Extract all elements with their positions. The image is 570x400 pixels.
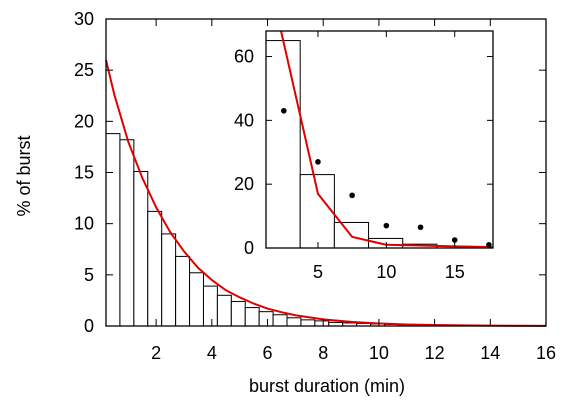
inset-ticks: 5 10 15 0 20 40 60 [234, 31, 493, 282]
main-y-tick-label: 20 [74, 111, 94, 131]
main-plot: 2 4 6 8 10 12 14 16 0 5 10 15 20 25 30 burst duration … [14, 9, 556, 396]
main-bar [175, 255, 191, 327]
inset-data-point [280, 107, 287, 114]
inset-data-point [349, 192, 355, 199]
main-bar [161, 233, 177, 327]
main-bar [189, 272, 204, 327]
main-x-tick-label: 12 [425, 343, 445, 363]
main-y-tick-label: 30 [74, 9, 94, 29]
main-bar [230, 300, 246, 327]
main-x-tick-label: 2 [151, 343, 161, 363]
main-bar [272, 314, 288, 327]
main-bars [105, 133, 455, 327]
inset-bar [299, 174, 335, 249]
inset-x-tick-label: 10 [376, 262, 396, 282]
inset-data-point [417, 224, 424, 231]
main-bar [147, 210, 163, 327]
y-axis-label: % of burst [14, 135, 34, 216]
x-axis-label: burst duration (min) [249, 376, 405, 396]
main-bar [105, 133, 121, 327]
main-bar [133, 170, 149, 327]
main-bar [244, 307, 260, 327]
main-bar [300, 319, 316, 327]
main-y-tick-label: 25 [74, 60, 94, 80]
inset-plot-frame [265, 30, 494, 249]
main-y-tick-label: 15 [74, 163, 94, 183]
inset-data-point [383, 222, 390, 229]
inset-plot: 5 10 15 0 20 40 60 [234, 30, 494, 282]
main-bar [119, 139, 135, 327]
main-x-tick-label: 4 [207, 343, 217, 363]
main-fit-curve [105, 59, 547, 327]
inset-y-tick-label: 20 [234, 174, 254, 194]
main-bar [286, 317, 302, 327]
inset-points [280, 107, 492, 248]
main-x-tick-label: 6 [263, 343, 273, 363]
main-y-tick-label: 5 [84, 265, 94, 285]
inset-y-tick-label: 0 [244, 238, 254, 258]
main-x-tick-label: 8 [318, 343, 328, 363]
main-x-tick-label: 14 [480, 343, 500, 363]
inset-bar [265, 40, 301, 249]
main-bar [314, 320, 330, 327]
inset-data-point [486, 242, 492, 248]
inset-bar [368, 237, 404, 249]
inset-data-point [451, 237, 458, 243]
main-y-tick-label: 0 [84, 316, 94, 336]
main-bar [202, 285, 218, 327]
main-bar [258, 311, 274, 327]
main-ticks: 2 4 6 8 10 12 14 16 0 5 10 15 20 25 30 [74, 9, 556, 363]
main-x-tick-label: 16 [536, 343, 556, 363]
main-y-tick-label: 10 [74, 214, 94, 234]
inset-x-tick-label: 5 [313, 262, 323, 282]
main-bar [216, 294, 232, 327]
inset-y-tick-label: 40 [234, 110, 254, 130]
inset-data-point [315, 159, 321, 165]
inset-x-tick-label: 15 [445, 262, 465, 282]
main-x-tick-label: 10 [369, 343, 389, 363]
inset-y-tick-label: 60 [234, 47, 254, 67]
